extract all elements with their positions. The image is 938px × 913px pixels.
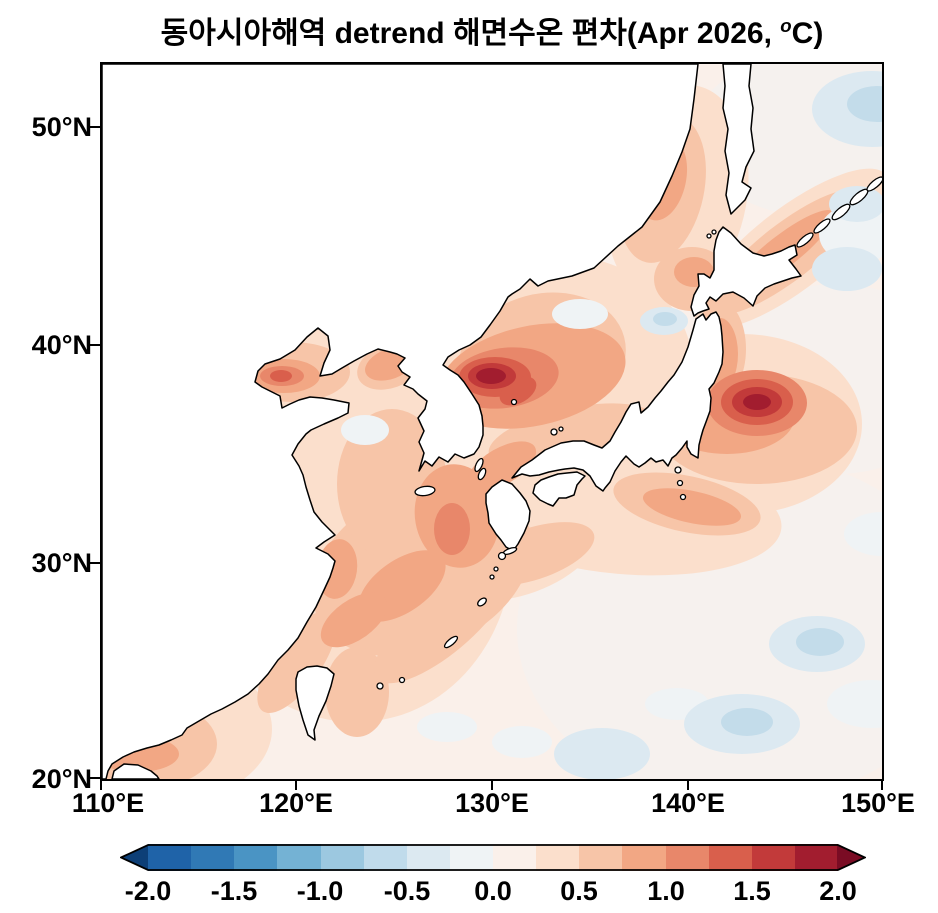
colorbar-segment xyxy=(320,844,364,871)
colorbar-segment xyxy=(751,844,795,871)
x-tick-label-130E: 130°E xyxy=(455,788,529,818)
colorbar-tick-label: -1.5 xyxy=(210,876,258,906)
colorbar-segment xyxy=(536,844,580,871)
colorbar-tick-labels: -2.0 -1.5 -1.0 -0.5 0.0 0.5 1.0 1.5 2.0 xyxy=(120,876,866,910)
colorbar-segment xyxy=(234,844,278,871)
x-tick-label-150E: 150°E xyxy=(841,788,915,818)
coastline-taiwan xyxy=(295,665,335,741)
colorbar-under-arrow xyxy=(120,844,149,871)
coastline-honshu xyxy=(511,311,724,492)
coastline-mainland-asia-korea xyxy=(102,64,699,779)
colorbar-over-arrow xyxy=(837,844,866,871)
map-plot xyxy=(100,62,884,781)
colorbar-tick-label: -0.5 xyxy=(383,876,431,906)
colorbar-segment xyxy=(449,844,493,871)
colorbar-tick-label: 2.0 xyxy=(819,876,857,906)
axis-tick xyxy=(687,781,690,790)
axis-tick xyxy=(90,562,100,565)
colorbar-segment xyxy=(708,844,752,871)
colorbar-tick-label: 1.0 xyxy=(647,876,685,906)
warm-core-nw-pacific xyxy=(743,394,771,410)
colorbar-segments xyxy=(148,844,838,871)
y-tick-label-20N: 20°N xyxy=(31,764,92,794)
axis-tick xyxy=(100,781,103,790)
y-tick-label-50N: 50°N xyxy=(31,112,92,142)
y-tick-label-40N: 40°N xyxy=(31,330,92,360)
axis-tick xyxy=(881,781,884,790)
axis-tick xyxy=(90,344,100,347)
small-islands xyxy=(376,176,882,690)
chart-title-suffix: C) xyxy=(791,17,824,50)
axis-tick xyxy=(90,126,100,129)
colorbar-segment xyxy=(579,844,623,871)
colorbar-tick-label: -2.0 xyxy=(124,876,172,906)
coastline-leizhou-hainan xyxy=(111,763,160,779)
coastline-hokkaido xyxy=(690,226,802,317)
colorbar-tick-label: 0.5 xyxy=(560,876,598,906)
x-tick-label-120E: 120°E xyxy=(259,788,333,818)
colorbar-segment xyxy=(277,844,321,871)
colorbar-tick-label: 0.0 xyxy=(474,876,512,906)
coastline-sakhalin xyxy=(722,64,755,215)
coastlines xyxy=(102,64,882,779)
chart-title-degree-sup: o xyxy=(780,15,792,36)
chart-title-text: 동아시아해역 detrend 해면수온 편차(Apr 2026, xyxy=(160,17,781,50)
warm-core-east-sea xyxy=(476,368,506,384)
colorbar-segment xyxy=(191,844,235,871)
axis-tick xyxy=(295,781,298,790)
colorbar-segment xyxy=(406,844,450,871)
colorbar-segment xyxy=(493,844,537,871)
colorbar-segment xyxy=(363,844,407,871)
x-tick-label-140E: 140°E xyxy=(651,788,725,818)
chart-title: 동아시아해역 detrend 해면수온 편차(Apr 2026, oC) xyxy=(60,8,924,52)
map-canvas xyxy=(102,64,882,779)
axis-tick xyxy=(90,777,100,780)
colorbar-segment xyxy=(622,844,666,871)
y-tick-label-30N: 30°N xyxy=(31,548,92,578)
axis-tick xyxy=(491,781,494,790)
colorbar-segment xyxy=(794,844,838,871)
colorbar xyxy=(120,844,866,871)
colorbar-segment xyxy=(148,844,192,871)
colorbar-segment xyxy=(665,844,709,871)
coastline-shikoku xyxy=(532,471,586,507)
x-tick-label-110E: 110°E xyxy=(71,788,145,818)
colorbar-tick-label: 1.5 xyxy=(733,876,771,906)
colorbar-tick-label: -1.0 xyxy=(296,876,344,906)
